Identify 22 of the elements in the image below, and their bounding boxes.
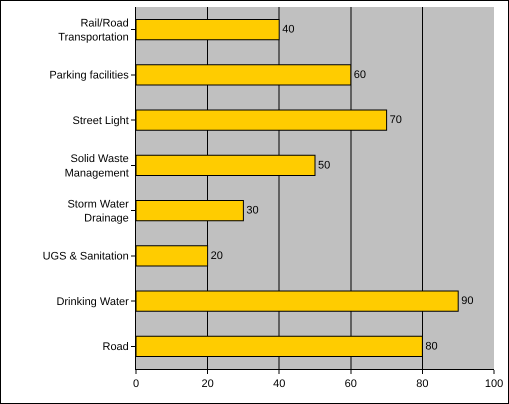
y-tick-label: Solid Waste Management xyxy=(64,153,129,180)
data-label: 30 xyxy=(246,204,259,217)
y-tick-label: Road xyxy=(102,341,129,354)
x-tick-label: 0 xyxy=(132,378,140,390)
x-tick-label: 60 xyxy=(344,378,357,390)
y-tick-label: Street Light xyxy=(72,114,129,127)
y-tick-label: UGS & Sanitation xyxy=(42,250,129,263)
data-label: 80 xyxy=(425,340,438,352)
data-label: 60 xyxy=(354,68,366,81)
y-tick-label: Parking facilities xyxy=(49,70,130,82)
data-label: 70 xyxy=(390,114,402,126)
data-label: 20 xyxy=(210,250,223,262)
x-tick-label: 100 xyxy=(484,378,504,390)
x-tick-label: 80 xyxy=(416,378,429,390)
data-label: 50 xyxy=(318,159,330,172)
data-label: 40 xyxy=(282,24,294,36)
y-tick-label: Rail/Road Transportation xyxy=(58,17,129,44)
y-tick-label: Drinking Water xyxy=(56,296,130,308)
y-tick-label: Storm Water Drainage xyxy=(67,198,130,225)
x-tick-label: 20 xyxy=(201,378,214,390)
x-tick-label: 40 xyxy=(273,378,286,390)
data-label: 90 xyxy=(461,295,474,308)
